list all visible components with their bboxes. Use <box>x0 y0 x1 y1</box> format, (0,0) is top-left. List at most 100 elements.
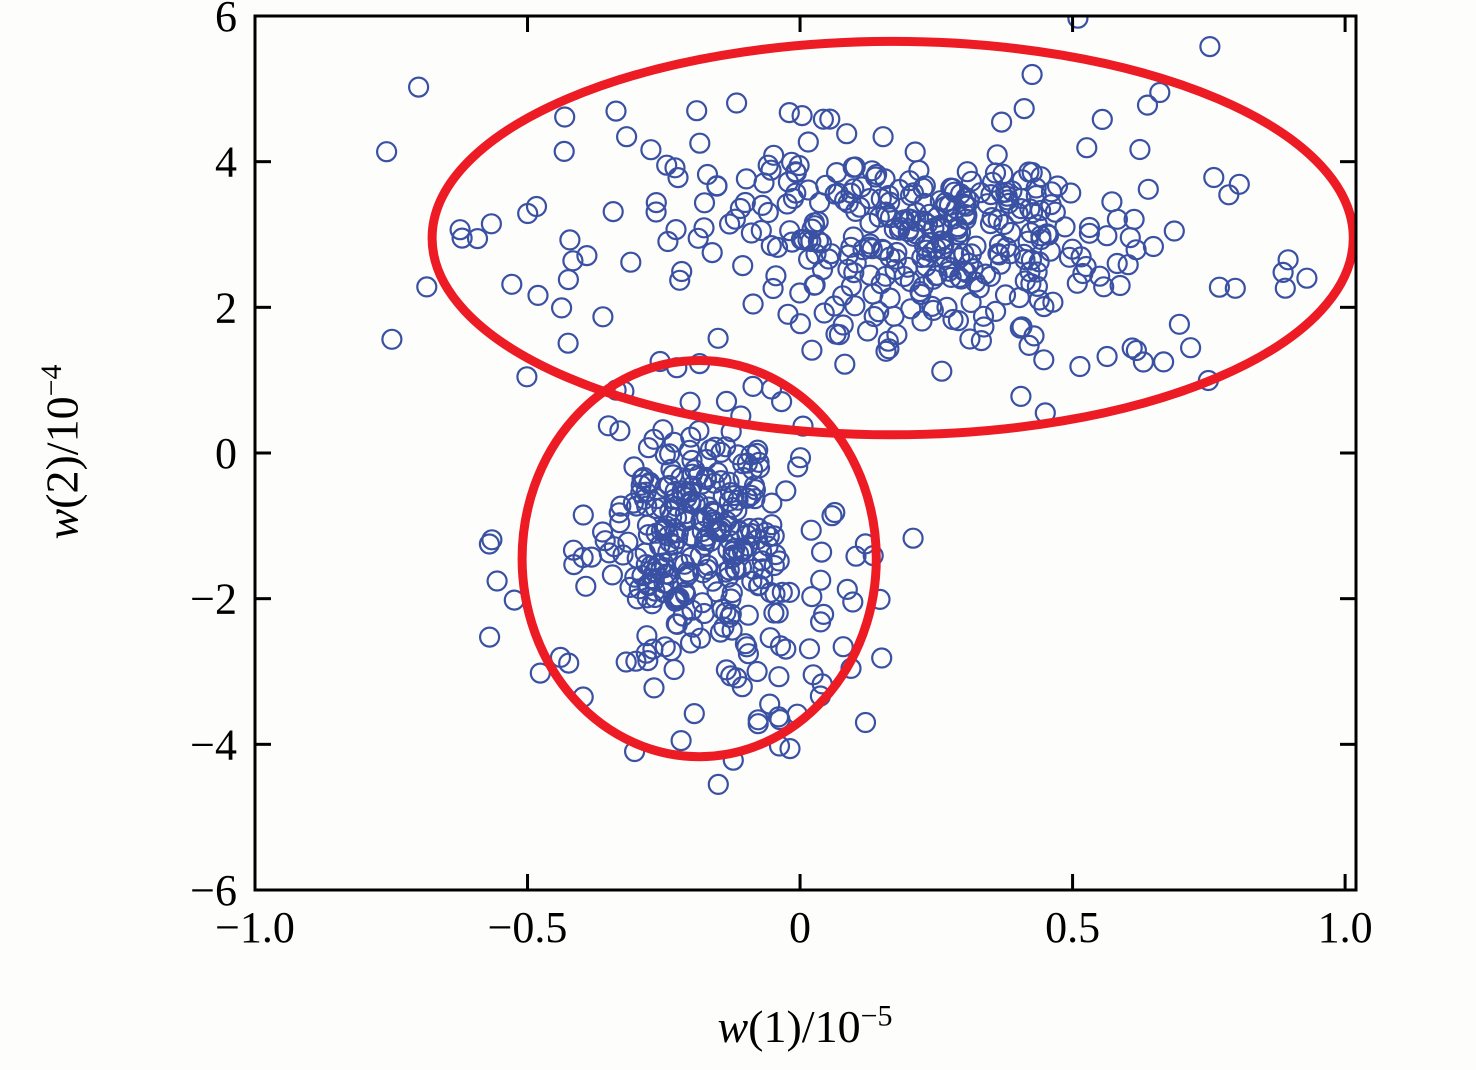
lower-ellipse <box>517 355 881 762</box>
x-tick-label: 0.5 <box>1045 903 1100 952</box>
data-point-upper-cluster <box>819 108 841 130</box>
data-point-upper-cluster <box>840 182 862 204</box>
plot-background <box>255 16 1356 890</box>
data-point-lower-cluster <box>754 521 777 544</box>
data-point-upper-cluster <box>797 248 820 270</box>
data-point-lower-cluster <box>612 544 634 566</box>
data-point-upper-cluster <box>707 327 729 349</box>
data-point-outlier <box>854 711 877 734</box>
data-point-upper-cluster <box>780 151 803 173</box>
data-point-outlier <box>1149 81 1171 104</box>
data-point-upper-cluster <box>777 171 800 193</box>
data-point-upper-cluster <box>667 167 689 189</box>
data-point-lower-cluster <box>630 474 652 496</box>
data-point-upper-cluster <box>592 306 614 328</box>
data-point-upper-cluster <box>931 360 953 382</box>
data-point-upper-cluster <box>943 181 966 203</box>
data-point-lower-cluster <box>810 569 832 591</box>
data-point-upper-cluster <box>1054 216 1076 238</box>
data-point-lower-cluster <box>601 564 624 586</box>
data-point-upper-cluster <box>693 217 715 239</box>
data-point-upper-cluster <box>671 260 693 283</box>
data-point-lower-cluster <box>636 625 658 647</box>
data-point-lower-cluster <box>608 502 630 524</box>
data-point-upper-cluster <box>911 310 933 332</box>
data-point-upper-cluster <box>740 222 763 244</box>
data-point-lower-cluster <box>703 472 725 494</box>
data-point-upper-cluster <box>910 283 932 305</box>
data-point-upper-cluster <box>813 302 835 324</box>
data-point-upper-cluster <box>953 260 975 282</box>
data-point-lower-cluster <box>731 676 753 698</box>
data-point-upper-cluster <box>1168 313 1191 335</box>
data-point-upper-cluster <box>942 242 965 264</box>
data-point-lower-cluster <box>737 604 759 626</box>
data-point-upper-cluster <box>645 192 667 214</box>
data-point-upper-cluster <box>993 213 1015 236</box>
data-point-lower-cluster <box>715 390 738 412</box>
data-point-upper-cluster <box>956 161 978 183</box>
data-point-lower-cluster <box>681 475 703 497</box>
data-point-upper-cluster <box>689 132 711 154</box>
data-point-upper-cluster <box>765 265 787 287</box>
data-point-upper-cluster <box>1277 249 1299 271</box>
data-point-lower-cluster <box>486 570 508 592</box>
data-point-upper-cluster <box>1125 339 1148 362</box>
data-point-upper-cluster <box>955 195 977 217</box>
y-tick-label: 4 <box>215 138 237 187</box>
data-point-lower-cluster <box>549 646 572 669</box>
data-point-upper-cluster <box>527 284 549 306</box>
data-point-lower-cluster <box>679 632 702 654</box>
data-point-upper-cluster <box>980 184 1002 206</box>
data-point-lower-cluster <box>832 636 854 658</box>
data-point-lower-cluster <box>902 527 924 549</box>
data-point-upper-cluster <box>970 330 993 352</box>
data-point-lower-cluster <box>771 581 793 603</box>
data-point-upper-cluster <box>791 104 813 127</box>
data-point-upper-cluster <box>899 270 921 293</box>
data-point-lower-cluster <box>575 575 597 597</box>
data-point-upper-cluster <box>1067 16 1089 29</box>
data-point-outlier <box>1296 267 1318 289</box>
data-point-upper-cluster <box>868 206 890 228</box>
data-point-lower-cluster <box>670 729 692 752</box>
data-point-upper-cluster <box>820 243 842 265</box>
data-point-upper-cluster <box>750 219 772 242</box>
data-point-upper-cluster <box>832 314 854 336</box>
data-point-upper-cluster <box>781 231 803 253</box>
data-point-upper-cluster <box>1136 94 1159 116</box>
data-point-upper-cluster <box>807 230 830 252</box>
data-point-upper-cluster <box>408 76 430 98</box>
data-point-upper-cluster <box>1272 261 1294 283</box>
data-point-upper-cluster <box>936 296 958 318</box>
data-point-upper-cluster <box>665 219 687 241</box>
data-point-upper-cluster <box>801 339 823 361</box>
data-point-upper-cluster <box>1218 184 1240 206</box>
data-point-lower-cluster <box>663 658 685 681</box>
data-point-upper-cluster <box>1021 63 1043 86</box>
y-tick-label: −4 <box>190 720 237 769</box>
data-point-upper-cluster <box>1009 317 1031 339</box>
data-point-lower-cluster <box>740 484 762 506</box>
data-point-upper-cluster <box>1030 228 1052 251</box>
data-point-lower-cluster <box>761 492 783 514</box>
data-point-upper-cluster <box>879 287 901 309</box>
data-point-upper-cluster <box>923 217 945 239</box>
data-point-lower-cluster <box>609 420 631 442</box>
data-point-outlier <box>451 227 473 249</box>
data-point-upper-cluster <box>557 332 579 354</box>
y-axis-label: w(2)/10−4 <box>35 364 89 539</box>
upper-ellipse <box>427 36 1356 440</box>
data-point-upper-cluster <box>876 205 898 227</box>
data-point-lower-cluster <box>821 505 843 527</box>
data-point-upper-cluster <box>942 308 964 331</box>
data-point-upper-cluster <box>1096 345 1118 368</box>
data-point-lower-cluster <box>842 591 864 613</box>
data-point-upper-cluster <box>988 244 1010 266</box>
data-point-upper-cluster <box>790 228 813 251</box>
data-point-upper-cluster <box>664 157 686 179</box>
data-point-lower-cluster <box>801 585 823 608</box>
data-point-upper-cluster <box>686 100 708 122</box>
data-point-upper-cluster <box>931 217 954 239</box>
data-point-lower-cluster <box>802 664 824 686</box>
